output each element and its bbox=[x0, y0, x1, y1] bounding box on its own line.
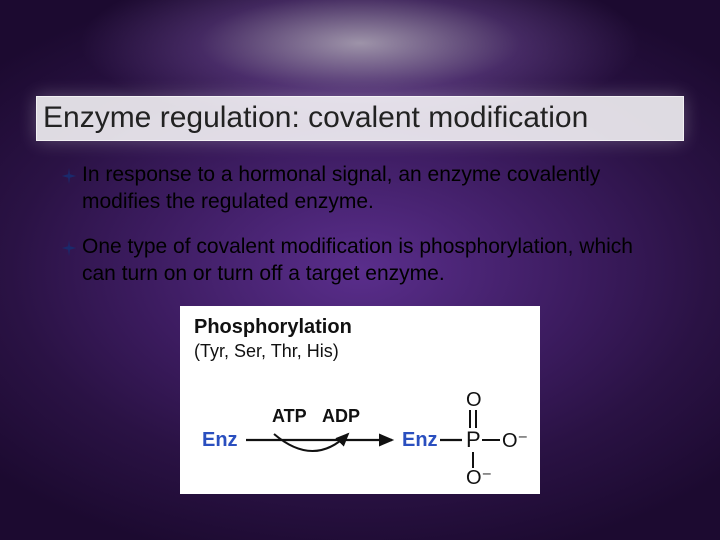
star-icon bbox=[60, 165, 78, 183]
bullet-item: In response to a hormonal signal, an enz… bbox=[60, 161, 660, 216]
enzyme-right-label: Enz bbox=[402, 429, 438, 451]
oxygen-top-label: O bbox=[466, 389, 482, 411]
star-icon bbox=[60, 237, 78, 255]
bullet-item: One type of covalent modification is pho… bbox=[60, 233, 660, 288]
diagram-subtitle: (Tyr, Ser, Thr, His) bbox=[194, 341, 526, 362]
oxygen-bottom-label: O⁻ bbox=[466, 467, 492, 488]
bullet-text: One type of covalent modification is pho… bbox=[82, 233, 660, 288]
slide-body: In response to a hormonal signal, an enz… bbox=[60, 161, 660, 494]
atp-label: ATP bbox=[272, 406, 307, 426]
slide-title: Enzyme regulation: covalent modification bbox=[43, 101, 677, 136]
slide: Enzyme regulation: covalent modification… bbox=[0, 0, 720, 540]
oxygen-right-label: O⁻ bbox=[502, 430, 528, 452]
reaction-svg: Enz ATP ADP Enz P O bbox=[194, 368, 534, 488]
adp-label: ADP bbox=[322, 406, 360, 426]
phosphorylation-diagram: Phosphorylation (Tyr, Ser, Thr, His) Enz bbox=[180, 306, 540, 494]
bullet-text: In response to a hormonal signal, an enz… bbox=[82, 161, 660, 216]
title-bar: Enzyme regulation: covalent modification bbox=[36, 96, 684, 141]
diagram-container: Phosphorylation (Tyr, Ser, Thr, His) Enz bbox=[60, 306, 660, 494]
enzyme-left-label: Enz bbox=[202, 429, 238, 451]
diagram-title: Phosphorylation bbox=[194, 316, 526, 339]
phosphorus-label: P bbox=[466, 427, 481, 452]
atp-adp-arrow bbox=[274, 434, 348, 451]
